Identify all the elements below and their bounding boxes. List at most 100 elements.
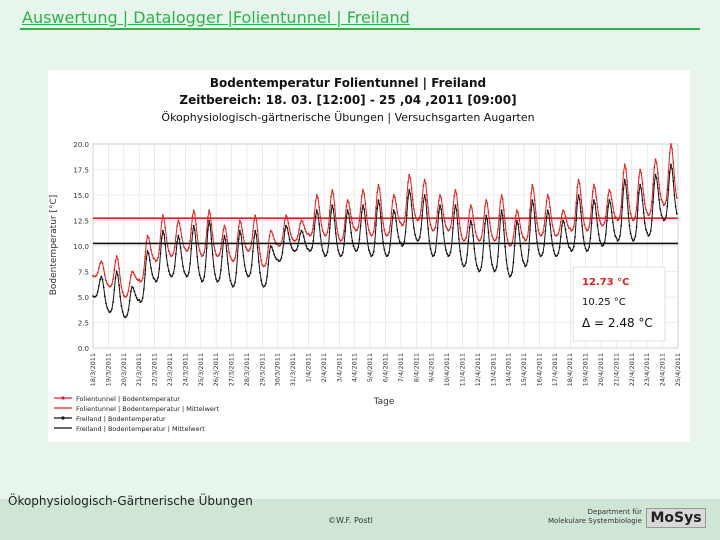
series-point (130, 290, 132, 293)
series-point (523, 262, 525, 264)
series-point (621, 206, 624, 209)
series-point (249, 272, 252, 274)
series-point (378, 188, 381, 190)
series-point (171, 254, 174, 257)
series-point (633, 238, 636, 241)
series-point (639, 183, 641, 186)
series-point (359, 207, 362, 210)
series-point (639, 168, 641, 171)
series-point (237, 225, 240, 228)
series-point (371, 233, 374, 236)
series-point (163, 233, 165, 236)
series-point (106, 282, 109, 285)
series-point (500, 209, 503, 212)
series-point (660, 198, 663, 201)
series-point (208, 209, 211, 212)
series-point (659, 192, 662, 195)
series-point (162, 214, 164, 217)
series-point (647, 214, 650, 217)
series-point (570, 250, 573, 253)
series-point (465, 261, 467, 264)
series-point (351, 240, 354, 242)
series-point (468, 226, 471, 229)
series-point (614, 235, 617, 237)
series-point (519, 244, 522, 247)
series-point (228, 273, 231, 275)
series-point (330, 195, 332, 198)
series-point (607, 206, 609, 208)
series-point (169, 253, 171, 256)
series-point (273, 253, 276, 256)
series-point (118, 284, 120, 287)
series-point (347, 212, 350, 215)
series-point (517, 223, 519, 226)
series-point (332, 208, 335, 211)
series-point (255, 218, 258, 221)
series-point (384, 253, 387, 255)
series-point (318, 223, 321, 226)
series-point (186, 274, 189, 277)
series-point (498, 214, 501, 217)
series-point (398, 221, 401, 223)
series-point (346, 209, 349, 212)
series-point (350, 231, 353, 234)
series-point (469, 204, 472, 207)
series-point (215, 253, 218, 256)
series-point (287, 222, 290, 225)
series-point (188, 271, 190, 274)
series-point (321, 249, 324, 252)
series-point (526, 235, 529, 238)
series-point (658, 183, 660, 186)
series-point (392, 194, 395, 196)
series-point (336, 227, 338, 230)
series-point (256, 246, 259, 249)
series-point (198, 249, 201, 252)
series-point (190, 227, 193, 230)
series-point (391, 200, 394, 203)
series-point (482, 239, 485, 242)
series-point (545, 216, 548, 219)
series-point (295, 248, 298, 251)
series-point (105, 279, 107, 282)
series-point (473, 223, 476, 226)
x-tick-label: 31/3/2011 (289, 353, 297, 386)
series-point (102, 268, 105, 270)
y-tick-label: 2.5 (78, 320, 89, 328)
series-point (475, 264, 478, 267)
series-point (320, 224, 323, 227)
series-point (630, 237, 633, 240)
series-point (281, 237, 284, 240)
series-point (417, 239, 420, 241)
series-point (364, 219, 367, 222)
series-point (265, 262, 267, 265)
series-point (199, 253, 202, 255)
series-point (362, 204, 364, 207)
series-point (402, 244, 405, 246)
series-point (254, 214, 257, 217)
footer-copyright: ©W.F. Postl (328, 516, 373, 525)
series-point (572, 225, 575, 228)
series-point (475, 235, 478, 238)
series-point (471, 207, 473, 210)
x-tick-label: 3/4/2011 (335, 353, 343, 382)
series-point (484, 205, 486, 208)
series-point (665, 215, 668, 217)
series-point (218, 252, 221, 255)
series-point (407, 197, 409, 200)
series-point (157, 256, 159, 259)
series-point (134, 294, 137, 297)
series-point (423, 194, 426, 196)
series-point (192, 224, 195, 227)
series-point (377, 183, 380, 186)
y-tick-label: 15.0 (73, 192, 89, 200)
series-point (634, 215, 637, 218)
series-point (569, 227, 572, 230)
series-point (304, 241, 306, 243)
series-point (432, 255, 434, 258)
series-point (466, 254, 469, 256)
series-point (283, 230, 286, 232)
series-point (625, 168, 627, 170)
chart-subtitle: Zeitbereich: 18. 03. [12:00] - 25 ,04 ,2… (179, 93, 516, 107)
series-point (250, 264, 253, 266)
series-point (427, 206, 429, 209)
